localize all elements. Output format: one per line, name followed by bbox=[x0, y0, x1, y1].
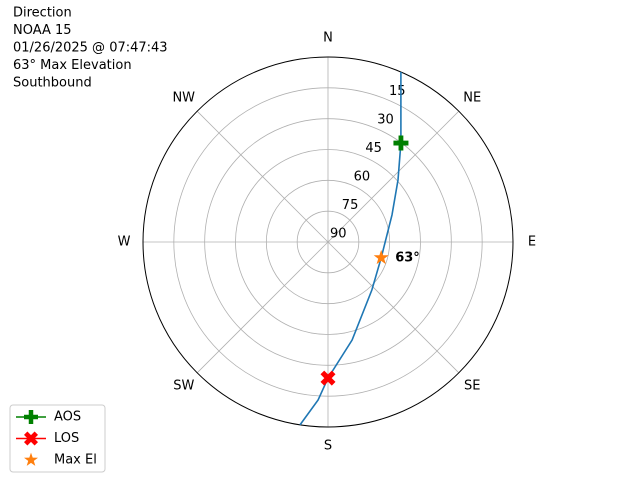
outer-border bbox=[142, 56, 514, 428]
annotation: 63° bbox=[395, 250, 420, 265]
grid-spoke bbox=[196, 241, 329, 374]
title-line: Southbound bbox=[13, 76, 92, 91]
legend-label: AOS bbox=[54, 410, 81, 425]
legend-box bbox=[9, 404, 106, 473]
grid-spoke bbox=[327, 110, 460, 243]
r-tick-label: 30 bbox=[377, 113, 394, 128]
marker-star bbox=[24, 452, 38, 466]
r-tick-label: 15 bbox=[389, 84, 406, 99]
marker-plus bbox=[393, 135, 409, 151]
theta-tick-label: S bbox=[324, 439, 332, 454]
marker-x bbox=[24, 431, 38, 446]
theta-tick-label: W bbox=[118, 235, 131, 250]
legend-label: LOS bbox=[54, 431, 79, 446]
r-tick-label: 45 bbox=[365, 141, 382, 156]
title-block: Direction NOAA 15 01/26/2025 @ 07:47:43 63°… bbox=[13, 6, 168, 91]
title-line: Direction bbox=[13, 6, 72, 21]
marker-star bbox=[373, 249, 389, 265]
grid-spoke bbox=[196, 110, 329, 243]
marker-x bbox=[320, 370, 336, 386]
grid-spoke bbox=[327, 241, 460, 374]
r-tick-label: 60 bbox=[354, 170, 371, 185]
legend-label: Max El bbox=[54, 453, 97, 468]
r-tick-label: 75 bbox=[342, 198, 359, 213]
theta-tick-label: NW bbox=[172, 90, 195, 105]
theta-tick-label: NE bbox=[463, 90, 481, 105]
r-tick-label: 90 bbox=[330, 227, 347, 242]
title-line: 63° Max Elevation bbox=[13, 58, 132, 73]
theta-tick-label: E bbox=[528, 235, 536, 250]
title-line: NOAA 15 bbox=[13, 23, 72, 38]
marker-plus bbox=[24, 410, 38, 424]
theta-tick-label: SE bbox=[464, 379, 480, 394]
theta-tick-label: N bbox=[323, 31, 333, 46]
title-line: 01/26/2025 @ 07:47:43 bbox=[13, 41, 168, 56]
theta-tick-label: SW bbox=[173, 379, 194, 394]
